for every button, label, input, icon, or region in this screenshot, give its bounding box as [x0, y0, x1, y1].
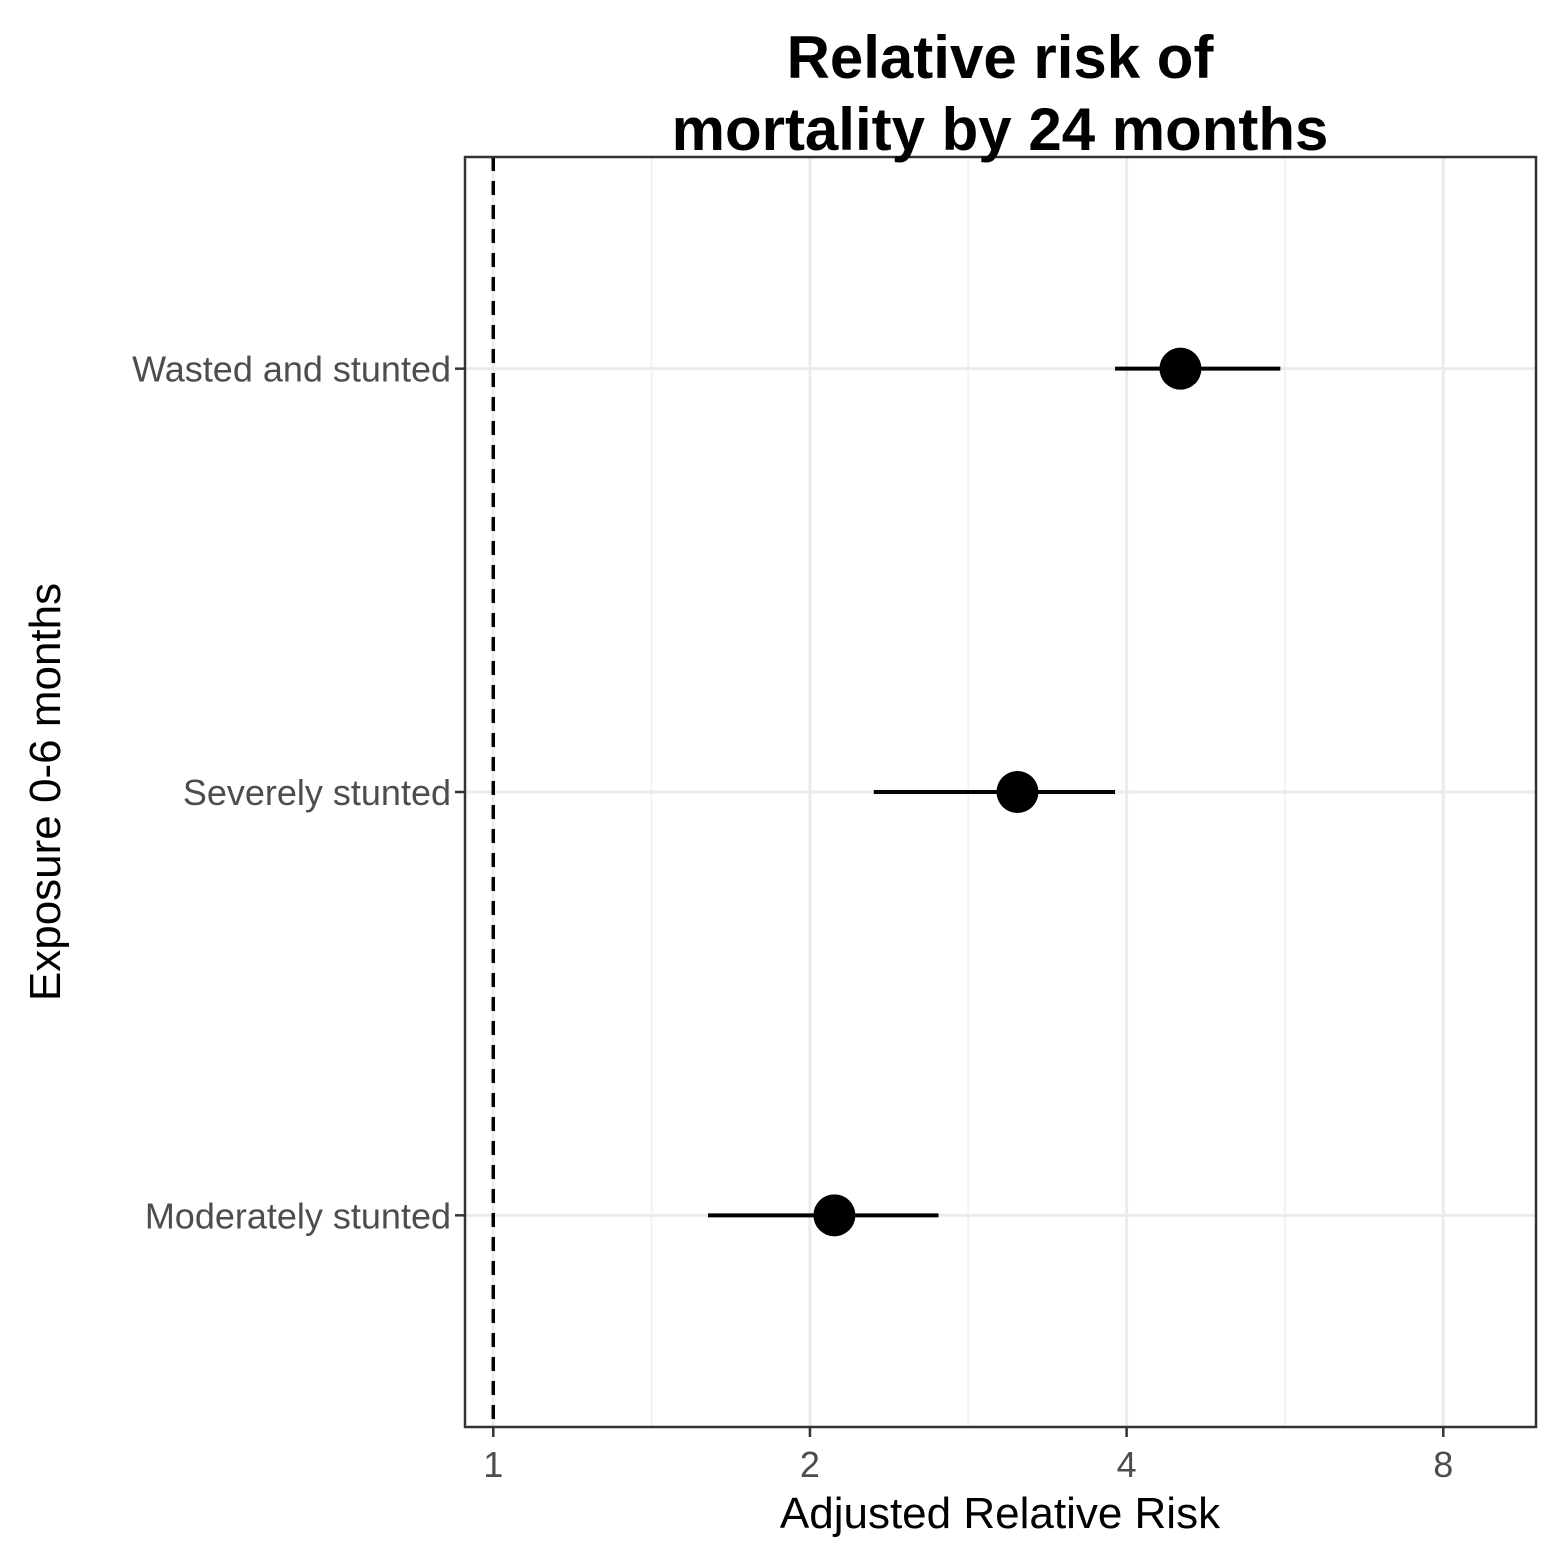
data-point — [1159, 347, 1202, 390]
axes-layer: 1 2 4 8 Wasted and stunted Severely stunted Mo… — [132, 155, 1538, 1485]
x-tick-label: 1 — [483, 1444, 503, 1485]
grid-layer — [465, 157, 1536, 1427]
data-point — [813, 1194, 856, 1237]
y-tick-label: Moderately stunted — [145, 1195, 451, 1236]
x-tick-label: 2 — [800, 1444, 820, 1485]
chart-title-line-1: Relative risk of — [787, 24, 1215, 91]
y-axis-title: Exposure 0-6 months — [21, 583, 70, 1001]
chart-title-line-2: mortality by 24 months — [672, 96, 1329, 163]
y-tick-label: Severely stunted — [183, 772, 451, 813]
y-tick-label: Wasted and stunted — [132, 349, 451, 390]
x-axis-title: Adjusted Relative Risk — [780, 1489, 1221, 1538]
x-tick-label: 4 — [1117, 1444, 1137, 1485]
data-point — [996, 771, 1039, 813]
x-tick-label: 8 — [1433, 1444, 1453, 1485]
marks-layer — [491, 157, 1281, 1427]
